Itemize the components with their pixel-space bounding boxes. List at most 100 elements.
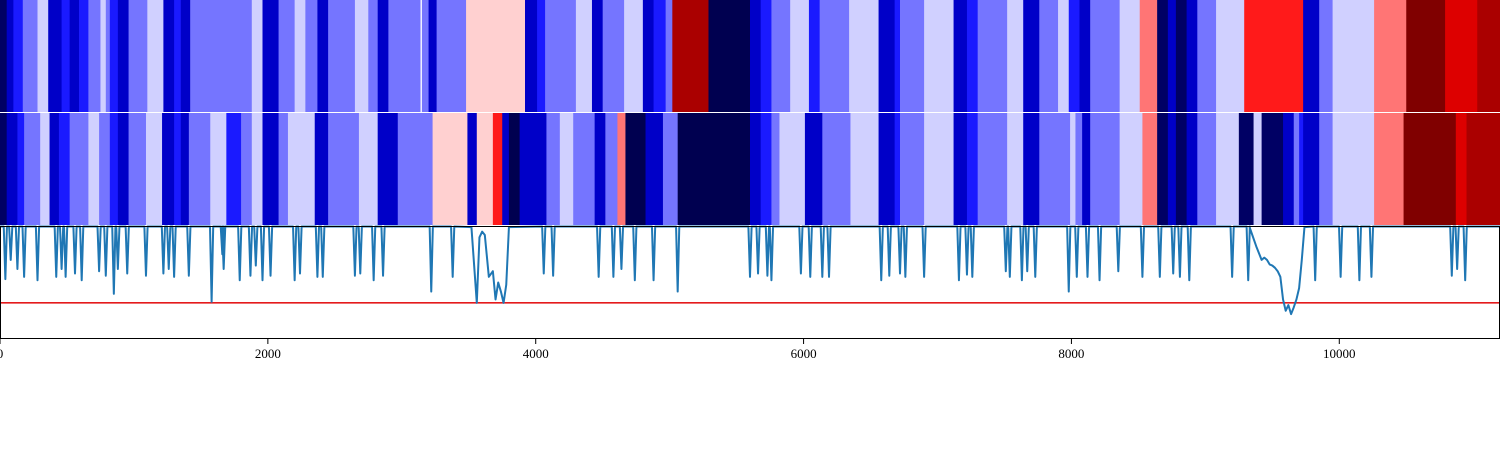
heat-cell-top-72 (1167, 0, 1177, 112)
heat-cell-mid-23 (278, 113, 289, 225)
heat-cell-mid-45 (662, 113, 679, 225)
series-line (0, 225, 1500, 316)
heat-cell-mid-29 (397, 113, 434, 225)
heat-cell-mid-14 (162, 113, 175, 225)
heat-cell-mid-66 (1082, 113, 1091, 225)
heat-cell-mid-79 (1283, 113, 1295, 225)
heat-cell-top-21 (262, 0, 280, 112)
heat-cell-mid-31 (467, 113, 478, 225)
heat-cell-mid-52 (822, 113, 852, 225)
heat-cell-mid-11 (117, 113, 130, 225)
heat-cell-mid-41 (605, 113, 619, 225)
heat-cell-top-52 (808, 0, 821, 112)
heat-cell-top-55 (878, 0, 896, 112)
heat-cell-mid-58 (953, 113, 968, 225)
heat-cell-top-34 (436, 0, 467, 112)
heat-cell-top-74 (1186, 0, 1198, 112)
heat-cell-top-5 (48, 0, 63, 112)
heat-cell-top-82 (1406, 0, 1446, 112)
x-tick-label-6000: 6000 (791, 346, 817, 361)
heat-cell-mid-69 (1142, 113, 1158, 225)
heat-cell-top-62 (1007, 0, 1024, 112)
heat-cell-mid-26 (328, 113, 360, 225)
heat-cell-top-35 (466, 0, 526, 112)
heat-cell-top-10 (100, 0, 107, 112)
heat-cell-top-42 (624, 0, 644, 112)
line-plot-panel (0, 225, 1500, 339)
heat-cell-top-43 (642, 0, 655, 112)
heat-cell-mid-84 (1332, 113, 1375, 225)
heat-cell-mid-4 (40, 113, 51, 225)
heat-cell-mid-21 (251, 113, 264, 225)
heat-cell-mid-47 (750, 113, 762, 225)
heat-cell-top-79 (1319, 0, 1334, 112)
heat-cell-top-46 (672, 0, 710, 112)
heat-cell-top-16 (163, 0, 175, 112)
heat-cell-top-39 (575, 0, 593, 112)
heat-cell-top-49 (760, 0, 773, 112)
heat-cell-top-56 (894, 0, 901, 112)
heat-cell-top-13 (117, 0, 130, 112)
heat-cell-top-61 (977, 0, 1008, 112)
heat-cell-top-32 (421, 0, 430, 112)
heat-cell-mid-27 (358, 113, 379, 225)
heat-cell-mid-40 (594, 113, 606, 225)
heat-cell-top-28 (368, 0, 379, 112)
heat-cell-top-40 (591, 0, 604, 112)
heat-cell-mid-1 (6, 113, 19, 225)
heat-cell-mid-37 (546, 113, 561, 225)
heat-cell-mid-75 (1216, 113, 1240, 225)
heat-cell-top-3 (22, 0, 39, 112)
heat-cell-mid-71 (1167, 113, 1177, 225)
heat-cell-mid-86 (1403, 113, 1457, 225)
heat-cell-top-48 (750, 0, 762, 112)
heat-cell-mid-15 (174, 113, 182, 225)
heat-cell-mid-0 (0, 113, 8, 225)
heat-cell-mid-72 (1175, 113, 1188, 225)
heat-cell-top-73 (1175, 0, 1188, 112)
heat-cell-top-33 (428, 0, 438, 112)
heat-cell-top-27 (354, 0, 369, 112)
heat-cell-mid-30 (432, 113, 469, 225)
heat-cell-top-17 (174, 0, 182, 112)
heat-cell-mid-12 (128, 113, 147, 225)
heat-cell-top-15 (147, 0, 164, 112)
heat-cell-mid-83 (1319, 113, 1334, 225)
heat-cell-mid-62 (1023, 113, 1040, 225)
x-axis: 0 2000 4000 6000 8000 10000 (0, 339, 1356, 361)
heat-cell-top-44 (653, 0, 667, 112)
heat-cell-top-58 (924, 0, 955, 112)
heat-cell-top-84 (1477, 0, 1500, 112)
heat-cell-mid-87 (1455, 113, 1468, 225)
heat-cell-mid-13 (145, 113, 163, 225)
heat-cell-top-9 (88, 0, 102, 112)
heat-cell-top-47 (708, 0, 751, 112)
x-tick-label-8000: 8000 (1058, 346, 1084, 361)
heat-cell-mid-16 (180, 113, 190, 225)
heat-cell-top-22 (278, 0, 296, 112)
heat-cell-mid-88 (1466, 113, 1500, 225)
heat-cell-top-30 (388, 0, 422, 112)
heat-cell-mid-38 (559, 113, 574, 225)
heat-cell-top-2 (13, 0, 24, 112)
heat-cell-mid-64 (1070, 113, 1077, 225)
heat-cell-top-20 (251, 0, 264, 112)
heat-cell-top-78 (1303, 0, 1320, 112)
heat-cell-top-57 (900, 0, 925, 112)
heat-cell-top-75 (1197, 0, 1217, 112)
heat-cell-mid-42 (617, 113, 627, 225)
heat-cell-top-64 (1039, 0, 1059, 112)
heat-cell-mid-10 (109, 113, 119, 225)
heat-cell-mid-61 (1007, 113, 1024, 225)
heat-cell-top-26 (328, 0, 356, 112)
heat-cell-top-4 (37, 0, 49, 112)
heat-cell-top-63 (1023, 0, 1040, 112)
heat-cell-top-66 (1068, 0, 1081, 112)
heat-cell-mid-80 (1293, 113, 1300, 225)
heat-cell-mid-74 (1197, 113, 1217, 225)
heat-cell-top-14 (128, 0, 148, 112)
heat-cell-top-83 (1445, 0, 1478, 112)
heat-cell-mid-76 (1238, 113, 1255, 225)
heat-cell-top-80 (1332, 0, 1375, 112)
heat-cell-top-18 (180, 0, 191, 112)
